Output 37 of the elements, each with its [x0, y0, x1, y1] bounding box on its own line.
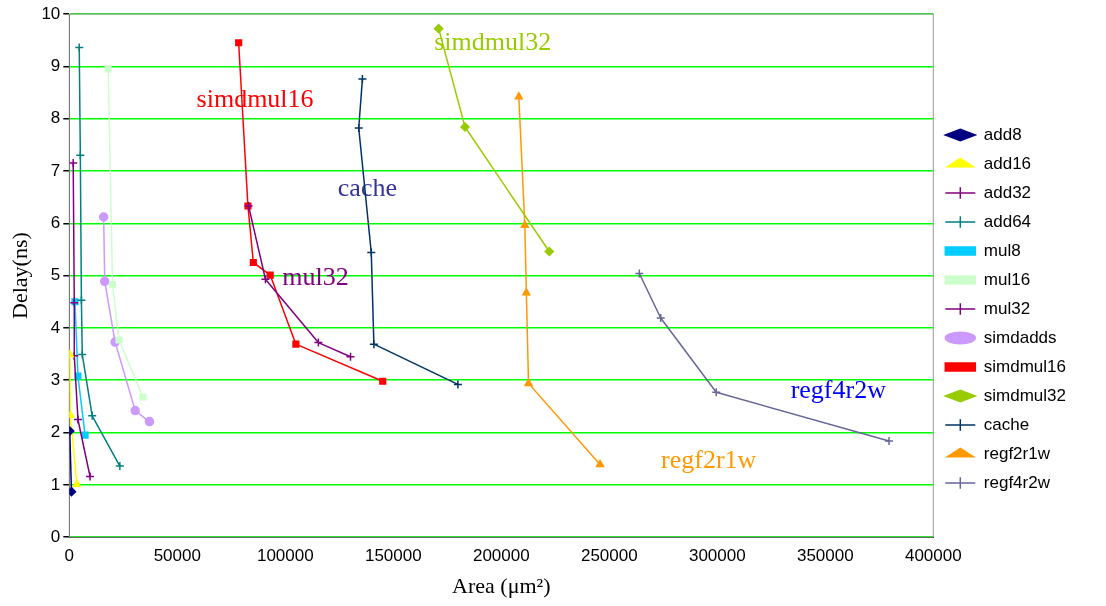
y-tick-label: 2: [50, 422, 61, 442]
y-tick-label: 7: [50, 160, 61, 180]
y-tick-label: 9: [50, 56, 61, 76]
annotation: regf2r1w: [661, 445, 757, 475]
legend-label: add64: [983, 211, 1032, 231]
legend-label: simdmul16: [983, 356, 1067, 376]
legend-label: regf4r2w: [983, 472, 1051, 492]
legend-label: cache: [983, 414, 1030, 434]
x-tick-label: 400000: [904, 546, 962, 566]
y-tick-label: 5: [50, 265, 61, 285]
x-axis-title: Area (μm²): [452, 572, 551, 598]
y-tick-label: 0: [50, 526, 61, 546]
legend-label: simdmul32: [983, 385, 1067, 405]
y-axis-title: Delay(ns): [6, 232, 32, 319]
y-tick-label: 1: [50, 474, 61, 494]
y-tick-label: 4: [50, 317, 61, 337]
annotation: regf4r2w: [790, 374, 887, 404]
legend-label: simdadds: [983, 327, 1057, 347]
legend-label: regf2r1w: [983, 443, 1051, 463]
y-tick-label: 10: [41, 3, 61, 23]
x-tick-label: 0: [64, 546, 75, 566]
x-tick-label: 350000: [796, 546, 854, 566]
x-tick-label: 200000: [472, 546, 530, 566]
y-tick-label: 8: [50, 108, 61, 128]
legend-label: mul32: [983, 298, 1031, 318]
x-tick-label: 150000: [364, 546, 422, 566]
x-tick-label: 250000: [580, 546, 638, 566]
legend-label: add8: [983, 124, 1022, 144]
legend-label: mul16: [983, 269, 1031, 289]
y-tick-label: 3: [50, 369, 61, 389]
y-tick-label: 6: [50, 212, 61, 232]
x-tick-label: 300000: [688, 546, 746, 566]
x-tick-label: 100000: [256, 546, 314, 566]
legend-label: add16: [983, 153, 1032, 173]
legend-label: add32: [983, 182, 1032, 202]
x-tick-label: 50000: [153, 546, 201, 566]
legend-label: mul8: [983, 240, 1021, 260]
